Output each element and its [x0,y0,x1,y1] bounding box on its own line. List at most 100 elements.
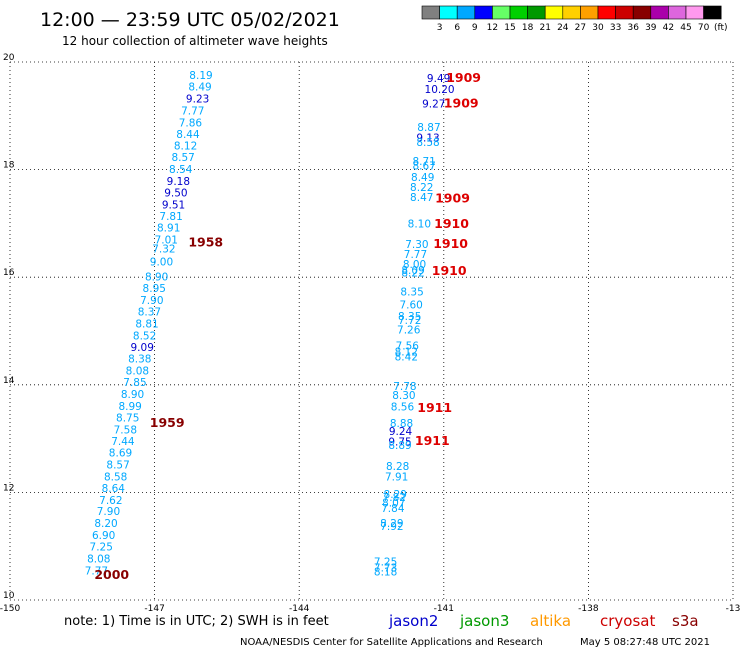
colorbar-swatch [544,5,564,20]
satellite-legend-jason3: jason3 [459,612,509,630]
colorbar-swatch [685,5,704,20]
wave-height-value: 8.90 [121,389,144,401]
wave-height-value: 7.77 [85,565,108,577]
x-tick-label: -141 [434,604,454,614]
colorbar-tick-label: 9 [472,23,478,33]
wave-height-value: 7.72 [398,315,421,327]
wave-height-value: 8.91 [157,223,180,235]
colorbar-swatch [597,5,616,20]
wave-height-value: 7.84 [381,503,405,515]
satellite-legend-s3a: s3a [672,612,699,630]
wave-height-value: 8.19 [189,70,212,82]
wave-height-value: 7.86 [179,117,203,129]
y-tick-label: 10 [3,591,15,601]
wave-height-value: 7.30 [405,239,428,251]
wave-height-value: 7.56 [396,341,420,353]
x-tick-label: -147 [144,604,164,614]
wave-height-value: 7.82 [383,492,406,504]
colorbar-swatch [474,5,493,20]
wave-height-value: 7.73 [374,563,397,575]
wave-height-value: 8.75 [116,413,139,425]
footer-note: note: 1) Time is in UTC; 2) SWH is in fe… [64,614,329,629]
pass-time-label: 1910 [434,216,469,231]
y-tick-label: 16 [3,268,15,278]
pass-time-label: 1911 [417,400,452,415]
plot-axes: -150 -147 -144 -141 -138 -13 10 12 14 16 18 20 [0,53,740,614]
colorbar-tick-label: 42 [663,23,674,33]
wave-height-value: 9.24 [389,426,413,438]
wave-height-value: 8.35 [400,287,423,299]
wave-height-value: 7.77 [404,249,427,261]
colorbar-swatch [703,5,722,20]
colorbar-swatch [439,5,458,20]
footer-credit: NOAA/NESDIS Center for Satellite Applica… [240,637,543,648]
colorbar-tick-label: 3 [437,23,443,33]
wave-height-value: 9.75 [388,436,411,448]
y-tick-label: 12 [3,483,14,493]
pass-time-label: 1910 [433,236,468,251]
wave-height-value: 8.07 [382,498,405,510]
wave-height-value: 7.58 [114,424,137,436]
wave-height-value: 9.13 [416,132,439,144]
wave-height-value: 8.29 [384,489,407,501]
colorbar-swatch [615,5,634,20]
wave-height-value: 8.22 [410,182,433,194]
wave-height-value: 7.90 [140,295,163,307]
colorbar-swatch [580,5,599,20]
colorbar-tick-label: 45 [680,23,691,33]
colorbar-tick-label: 18 [522,23,534,33]
wave-height-value: 7.32 [152,244,175,256]
wave-height-value: 8.64 [102,483,126,495]
wave-height-value: 7.91 [385,471,408,483]
x-tick-label: -13 [726,604,740,614]
wave-height-value: 8.58 [104,471,127,483]
data-points: 8.198.499.237.777.868.448.128.578.549.18… [85,70,455,579]
wave-height-value: 7.77 [181,105,204,117]
colorbar-tick-label: 12 [487,23,498,33]
wave-height-value: 8.49 [411,172,434,184]
wave-height-value: 8.12 [395,346,418,358]
wave-height-value: 7.90 [97,506,120,518]
wave-height-value: 7.26 [397,324,421,336]
wave-height-value: 8.99 [118,401,141,413]
wave-height-value: 9.50 [164,188,187,200]
colorbar-tick-label: 6 [454,23,460,33]
wave-height-value: 8.54 [169,164,193,176]
wave-height-value: 8.57 [171,152,194,164]
satellite-legend: jason2 jason3 altika cryosat s3a [388,612,699,630]
x-tick-label: -144 [289,604,310,614]
wave-height-value: 8.44 [176,129,200,141]
wave-height-value: 8.20 [94,518,117,530]
wave-height-value: 7.60 [399,300,422,312]
wave-height-value: 7.25 [374,556,397,568]
satellite-legend-altika: altika [530,612,571,630]
wave-height-value: 8.10 [408,218,431,230]
wave-height-value: 7.85 [123,377,146,389]
pass-time-label: 1909 [444,95,479,110]
wave-height-value: 8.58 [416,137,439,149]
colorbar-legend: 3 6 9 12 15 18 21 24 27 30 33 36 39 42 45 70 [421,5,722,33]
wave-height-value: 8.35 [398,311,421,323]
pass-time-label: 1910 [432,263,467,278]
wave-height-value: 8.08 [126,365,149,377]
wave-height-value: 7.44 [111,436,135,448]
wave-height-value: 9.18 [167,176,190,188]
colorbar-tick-label: 33 [610,23,621,33]
wave-height-value: 7.01 [155,235,178,247]
wave-height-value: 8.28 [386,461,409,473]
colorbar-unit-label: (ft) [714,23,728,33]
chart-subtitle: 12 hour collection of altimeter wave hei… [62,34,328,48]
colorbar-tick-label: 30 [592,23,604,33]
wave-height-value: 7.78 [393,381,416,393]
colorbar-tick-label: 15 [504,23,515,33]
wave-height-value: 9.49 [427,73,450,85]
wave-height-value: 8.38 [128,353,151,365]
wave-height-value: 8.18 [374,566,397,578]
pass-time-label: 1911 [415,433,450,448]
colorbar-swatch [456,5,476,20]
wave-height-value: 7.81 [159,211,182,223]
wave-height-value: 8.47 [410,192,433,204]
wave-height-value: 8.87 [417,122,440,134]
wave-height-value: 7.62 [99,495,122,507]
